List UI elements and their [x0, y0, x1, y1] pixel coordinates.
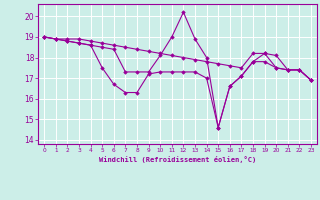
- X-axis label: Windchill (Refroidissement éolien,°C): Windchill (Refroidissement éolien,°C): [99, 156, 256, 163]
